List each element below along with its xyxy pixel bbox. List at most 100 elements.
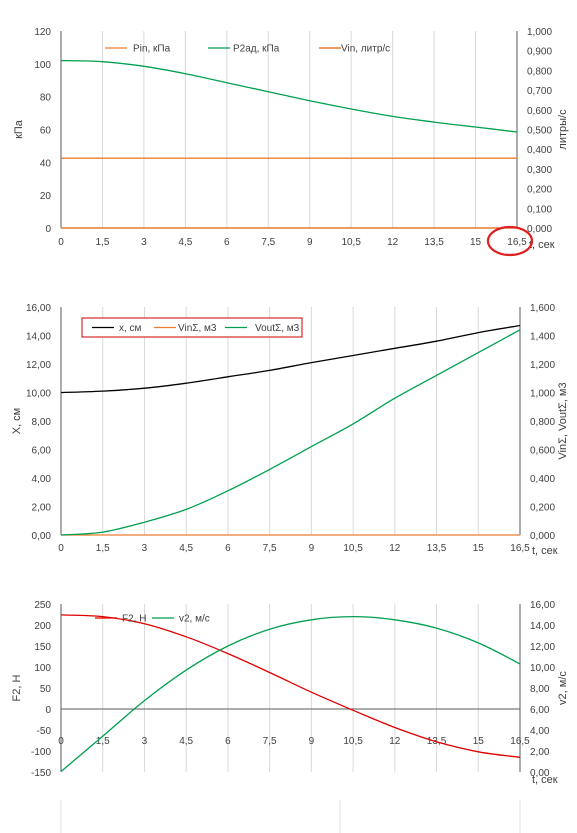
y-left-tick-label: 10,00 (26, 389, 51, 400)
legend-entry: VinΣ, м3 (178, 323, 217, 334)
x-axis-title: t, сек (532, 545, 558, 557)
y-right-tick-label: 14,00 (530, 621, 555, 632)
y-right-tick-label: 0,000 (530, 531, 555, 542)
y-left-tick-label: 200 (34, 621, 51, 632)
y-right-tick-label: 1,400 (530, 332, 555, 343)
chart-1: 0 1,5 3 4,5 6 7,5 9 10,5 12 13,5 15 16,5 t, сек 0 20 40… (13, 27, 569, 257)
chart-3: 0 1,5 3 4,5 6 7,5 9 10,5 12 13,5 15 16,5t, сек-150-… (11, 600, 569, 786)
legend-box (81, 317, 303, 338)
series-line (60, 329, 521, 536)
y-left-tick-label: 100 (34, 60, 51, 71)
y-right-tick-label: 0,00 (530, 768, 550, 779)
legend-entry: VoutΣ, м3 (255, 323, 300, 334)
x-tick-label: 4,5 (179, 736, 193, 747)
y-right-tick-label: 0,400 (530, 474, 555, 485)
x-tick-label: 0 (58, 237, 64, 248)
x-tick-label: 9 (307, 237, 313, 248)
chart-2: 0 1,5 3 4,5 6 7,5 9 10,5 12 13,5 15 16,5 t, сек 0,00 2… (11, 303, 569, 557)
x-tick-label: 0 (58, 736, 64, 747)
x-tick-label: 3 (142, 543, 148, 554)
y-right-tick-label: 1,200 (530, 360, 555, 371)
y-right-tick-label: 0,200 (527, 185, 552, 196)
legend-entry: P2ад, кПа (233, 44, 280, 55)
y-left-tick-label: 12,00 (26, 360, 51, 371)
y-right-tick-label: 1,000 (527, 27, 552, 38)
y-right-tick-label: 0,700 (527, 86, 552, 97)
y-right-tick-label: 0,600 (527, 106, 552, 117)
y-right-tick-label: 0,600 (530, 446, 555, 457)
y-axis-left-title: X, см (11, 408, 23, 435)
legend-entry: Vin, литр/с (341, 44, 390, 55)
x-tick-label: 7,5 (261, 237, 275, 248)
y-left-tick-label: 20 (40, 191, 52, 202)
legend: F2, H v2, м/с (95, 614, 210, 625)
y-right-tick-label: 0,800 (527, 66, 552, 77)
x-tick-label: 10,5 (341, 237, 361, 248)
y-right-tick-label: 0,900 (527, 47, 552, 58)
y-left-tick-label: 0 (45, 705, 51, 716)
y-right-tick-label: 0,000 (527, 224, 552, 235)
x-tick-label: 4,5 (179, 543, 193, 554)
x-tick-label: 3 (142, 736, 148, 747)
y-right-tick-label: 0,400 (527, 145, 552, 156)
y-left-tick-label: 100 (34, 663, 51, 674)
x-tick-label: 10,5 (343, 736, 363, 747)
series-line (60, 614, 521, 758)
y-left-tick-label: 16,00 (26, 303, 51, 314)
x-tick-label: 15 (473, 543, 485, 554)
y-left-tick-label: 150 (34, 642, 51, 653)
y-right-tick-label: 0,300 (527, 165, 552, 176)
y-right-tick-label: 10,00 (530, 663, 555, 674)
y-left-tick-label: 50 (40, 684, 52, 695)
x-tick-label: 12 (389, 736, 401, 747)
series-line (60, 324, 521, 394)
y-left-tick-label: 0 (45, 224, 51, 235)
x-axis-title: t, сек (529, 239, 555, 251)
y-right-tick-label: 6,00 (530, 705, 550, 716)
y-left-tick-label: 2,00 (32, 503, 52, 514)
series-line (60, 59, 518, 133)
x-tick-label: 1,5 (96, 543, 110, 554)
x-tick-label: 1,5 (96, 736, 110, 747)
x-tick-label: 3 (141, 237, 147, 248)
y-left-tick-label: 8,00 (32, 417, 52, 428)
y-axis-right-title: литры/с (557, 109, 569, 150)
x-tick-label: 16,5 (510, 543, 530, 554)
y-left-tick-label: 40 (40, 158, 52, 169)
y-left-tick-label: -150 (31, 768, 51, 779)
x-tick-label: 6 (225, 736, 231, 747)
x-tick-label: 16,5 (507, 237, 527, 248)
y-left-tick-label: 0,00 (32, 531, 52, 542)
y-right-tick-label: 12,00 (530, 642, 555, 653)
y-right-tick-label: 16,00 (530, 600, 555, 611)
y-left-tick-label: 14,00 (26, 332, 51, 343)
x-tick-label: 12 (389, 543, 401, 554)
x-tick-label: 0 (58, 543, 64, 554)
y-right-tick-label: 4,00 (530, 726, 550, 737)
x-tick-label: 9 (309, 736, 315, 747)
y-right-tick-label: 0,500 (527, 126, 552, 137)
y-right-tick-label: 1,000 (530, 389, 555, 400)
y-right-tick-label: 2,00 (530, 747, 550, 758)
legend: Pin, кПа P2ад, кПа Vin, литр/с (105, 44, 390, 55)
x-tick-label: 6 (225, 543, 231, 554)
x-tick-label: 1,5 (96, 237, 110, 248)
x-tick-label: 12 (387, 237, 399, 248)
y-left-tick-label: 6,00 (32, 446, 52, 457)
x-tick-label: 10,5 (343, 543, 363, 554)
y-left-tick-label: -50 (37, 726, 52, 737)
y-left-tick-label: 120 (34, 27, 51, 38)
y-left-tick-label: -100 (31, 747, 51, 758)
x-tick-label: 9 (309, 543, 315, 554)
x-axis-title: t, сек (532, 774, 558, 786)
legend-entry: Pin, кПа (133, 44, 171, 55)
y-axis-right-title: v2, м/с (557, 671, 569, 705)
y-right-tick-label: 0,100 (527, 204, 552, 215)
y-right-tick-label: 0,800 (530, 417, 555, 428)
y-left-tick-label: 80 (40, 93, 52, 104)
legend: x, см VinΣ, м3 VoutΣ, м3 (81, 317, 303, 338)
y-left-tick-label: 4,00 (32, 474, 52, 485)
x-tick-label: 13,5 (427, 543, 447, 554)
y-axis-right-title: VinΣ, VoutΣ, м3 (557, 382, 569, 459)
